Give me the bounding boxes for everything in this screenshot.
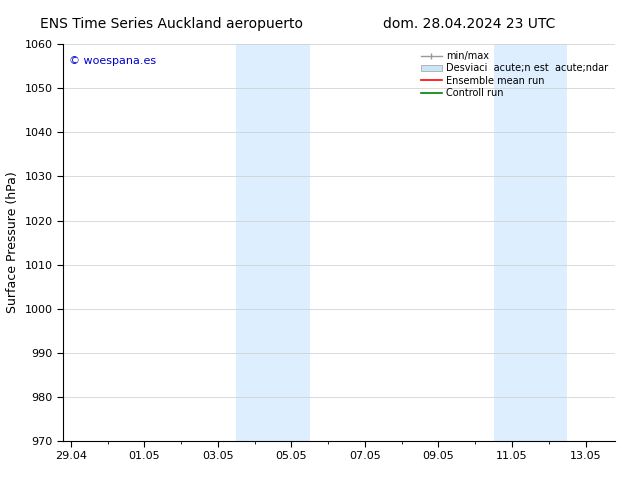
Text: ENS Time Series Auckland aeropuerto: ENS Time Series Auckland aeropuerto — [40, 17, 302, 31]
Text: dom. 28.04.2024 23 UTC: dom. 28.04.2024 23 UTC — [383, 17, 555, 31]
Legend: min/max, Desviaci  acute;n est  acute;ndar, Ensemble mean run, Controll run: min/max, Desviaci acute;n est acute;ndar… — [419, 49, 610, 100]
Bar — [494, 44, 567, 441]
Y-axis label: Surface Pressure (hPa): Surface Pressure (hPa) — [6, 172, 19, 314]
Text: © woespana.es: © woespana.es — [69, 56, 156, 66]
Bar — [236, 44, 310, 441]
